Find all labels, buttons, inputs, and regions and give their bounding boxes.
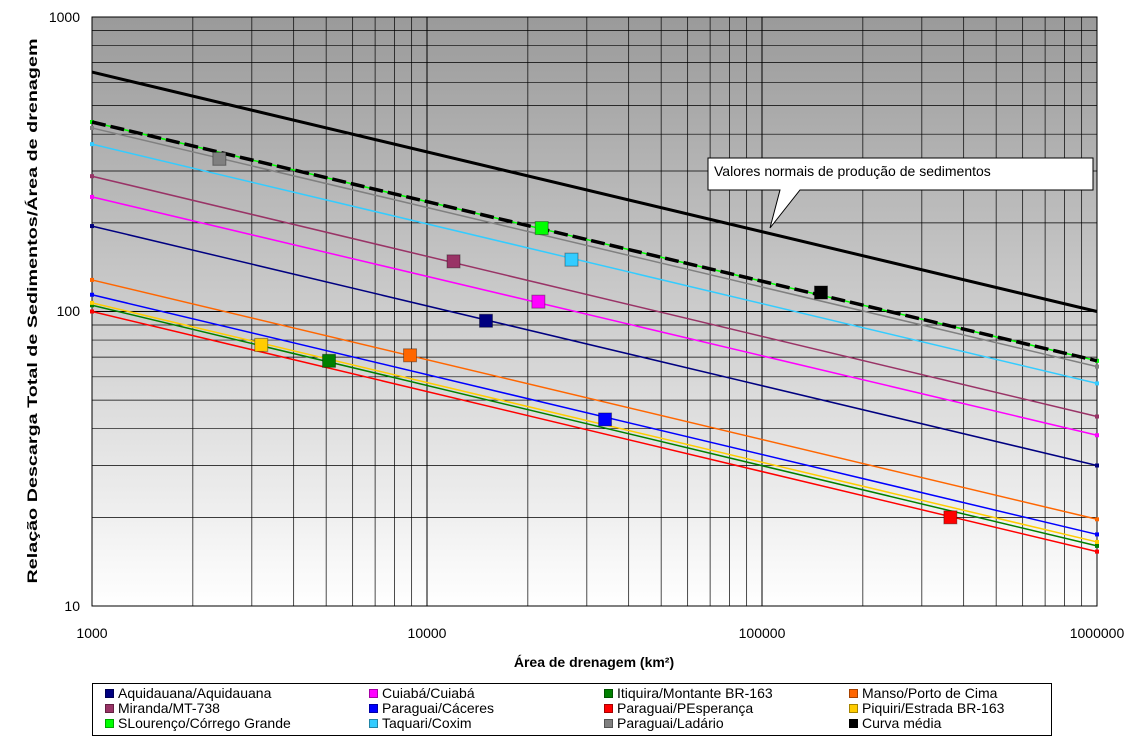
trend-end-marker bbox=[1095, 517, 1099, 522]
x-tick-label: 1000 bbox=[76, 625, 107, 641]
trend-line bbox=[91, 196, 1098, 436]
legend-item: Manso/Porto de Cima bbox=[849, 686, 1049, 701]
y-axis-title: Relação Descarga Total de Sedimentos/Áre… bbox=[24, 39, 40, 584]
callout-box bbox=[707, 157, 1094, 229]
trend-end-marker bbox=[90, 224, 94, 229]
data-point bbox=[564, 252, 579, 267]
data-point bbox=[943, 510, 958, 525]
trend-end-marker bbox=[1095, 543, 1099, 548]
trend-line bbox=[91, 310, 1098, 553]
legend-label: Manso/Porto de Cima bbox=[862, 685, 998, 701]
trend-end-marker bbox=[90, 309, 94, 314]
callout: Valores normais de produção de sedimento… bbox=[707, 157, 1094, 229]
legend-item: Paraguai/Cáceres bbox=[369, 701, 604, 716]
data-point bbox=[478, 313, 493, 328]
legend-label: Curva média bbox=[862, 715, 942, 731]
trend-end-marker bbox=[90, 142, 94, 147]
legend-label: Miranda/MT-738 bbox=[118, 700, 220, 716]
trend-end-marker bbox=[90, 125, 94, 130]
data-point bbox=[403, 348, 418, 363]
trend-end-marker bbox=[1095, 414, 1099, 419]
trend-end-marker bbox=[1095, 463, 1099, 468]
legend-label: Paraguai/Cáceres bbox=[382, 700, 495, 716]
legend-label: Paraguai/PEsperança bbox=[617, 700, 754, 716]
legend-item: Curva média bbox=[849, 716, 1049, 731]
legend-swatch bbox=[369, 689, 378, 698]
legend-item: Paraguai/PEsperança bbox=[604, 701, 849, 716]
data-point bbox=[446, 254, 461, 269]
legend-swatch bbox=[849, 704, 858, 713]
legend-swatch bbox=[105, 719, 114, 728]
legend-label: Piquiri/Estrada BR-163 bbox=[862, 700, 1005, 716]
trend-line-curva-media bbox=[91, 120, 1098, 363]
legend-item: Taquari/Coxim bbox=[369, 716, 604, 731]
legend-item: Paraguai/Ladário bbox=[604, 716, 849, 731]
legend-swatch bbox=[604, 704, 613, 713]
data-point bbox=[322, 353, 337, 368]
trend-line bbox=[91, 279, 1098, 521]
y-tick-label: 100 bbox=[57, 303, 81, 319]
legend-swatch bbox=[369, 719, 378, 728]
data-point bbox=[254, 337, 269, 352]
trend-line bbox=[91, 294, 1098, 536]
callout-text: Valores normais de produção de sedimento… bbox=[714, 163, 991, 179]
trend-end-marker bbox=[1095, 433, 1099, 438]
trend-end-marker bbox=[1095, 532, 1099, 537]
trend-end-marker bbox=[1095, 549, 1099, 554]
legend-item: Aquidauana/Aquidauana bbox=[105, 686, 369, 701]
legend-label: Itiquira/Montante BR-163 bbox=[617, 685, 773, 701]
data-point bbox=[212, 151, 227, 166]
trend-end-marker bbox=[1095, 381, 1099, 386]
trend-end-marker bbox=[1095, 539, 1099, 544]
data-points bbox=[212, 151, 958, 525]
x-tick-labels: 1000 10000 100000 1000000 bbox=[76, 625, 1124, 641]
x-tick-label: 10000 bbox=[408, 625, 447, 641]
legend-item: Miranda/MT-738 bbox=[105, 701, 369, 716]
legend-swatch bbox=[105, 704, 114, 713]
trend-end-marker bbox=[90, 194, 94, 199]
x-tick-label: 1000000 bbox=[1070, 625, 1125, 641]
legend-swatch bbox=[105, 689, 114, 698]
trend-end-marker bbox=[90, 277, 94, 282]
legend-swatch bbox=[604, 689, 613, 698]
trend-end-marker bbox=[90, 174, 94, 179]
legend-item: SLourenço/Córrego Grande bbox=[105, 716, 369, 731]
y-tick-label: 1000 bbox=[49, 9, 80, 25]
legend-label: Taquari/Coxim bbox=[382, 715, 472, 731]
trend-end-marker bbox=[90, 292, 94, 297]
y-tick-label: 10 bbox=[64, 598, 80, 614]
legend-swatch bbox=[849, 689, 858, 698]
trend-line bbox=[91, 127, 1098, 368]
data-point bbox=[534, 221, 549, 236]
legend-item: Piquiri/Estrada BR-163 bbox=[849, 701, 1049, 716]
trend-end-marker bbox=[90, 303, 94, 308]
trend-end-marker bbox=[1095, 364, 1099, 369]
legend-item: Itiquira/Montante BR-163 bbox=[604, 686, 849, 701]
trend-lines bbox=[90, 70, 1099, 554]
data-point bbox=[531, 294, 546, 309]
data-point bbox=[813, 285, 828, 300]
legend-item: Cuiabá/Cuiabá bbox=[369, 686, 604, 701]
legend-swatch bbox=[369, 704, 378, 713]
trend-line bbox=[91, 143, 1098, 385]
normal-values-line bbox=[91, 70, 1098, 313]
legend-swatch bbox=[849, 719, 858, 728]
data-point bbox=[598, 412, 613, 427]
legend-label: SLourenço/Córrego Grande bbox=[118, 715, 291, 731]
trend-line bbox=[91, 225, 1098, 467]
trend-line bbox=[91, 175, 1098, 418]
trend-end-marker bbox=[90, 300, 94, 305]
legend-label: Aquidauana/Aquidauana bbox=[118, 685, 272, 701]
x-tick-label: 100000 bbox=[739, 625, 786, 641]
legend-swatch bbox=[604, 719, 613, 728]
legend-label: Paraguai/Ladário bbox=[617, 715, 724, 731]
legend-label: Cuiabá/Cuiabá bbox=[382, 685, 475, 701]
y-tick-labels: 10 100 1000 bbox=[49, 9, 80, 614]
x-axis-title: Área de drenagem (km²) bbox=[514, 654, 674, 670]
legend: Aquidauana/Aquidauana Cuiabá/Cuiabá Itiqui… bbox=[92, 683, 1052, 736]
